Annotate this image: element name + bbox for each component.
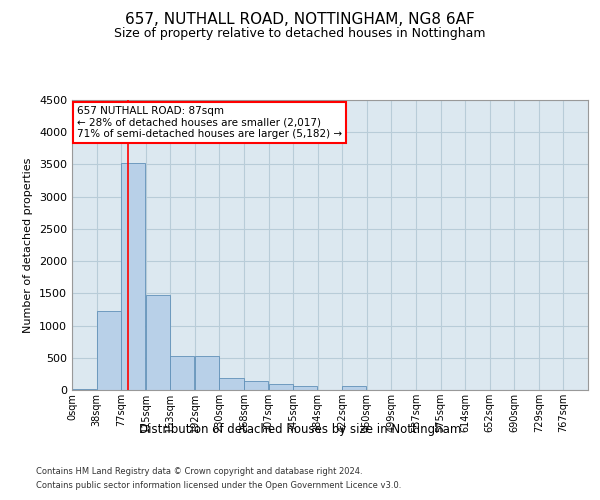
Text: Size of property relative to detached houses in Nottingham: Size of property relative to detached ho… bbox=[114, 28, 486, 40]
Bar bbox=[220, 378, 244, 390]
Bar bbox=[121, 162, 145, 390]
Text: Distribution of detached houses by size in Nottingham: Distribution of detached houses by size … bbox=[139, 422, 461, 436]
Bar bbox=[293, 386, 317, 390]
Bar bbox=[195, 356, 219, 390]
Y-axis label: Number of detached properties: Number of detached properties bbox=[23, 158, 34, 332]
Bar bbox=[97, 310, 121, 390]
Text: Contains HM Land Registry data © Crown copyright and database right 2024.: Contains HM Land Registry data © Crown c… bbox=[36, 468, 362, 476]
Text: 657, NUTHALL ROAD, NOTTINGHAM, NG8 6AF: 657, NUTHALL ROAD, NOTTINGHAM, NG8 6AF bbox=[125, 12, 475, 28]
Bar bbox=[269, 384, 293, 390]
Bar bbox=[170, 356, 194, 390]
Bar bbox=[146, 296, 170, 390]
Bar bbox=[244, 381, 268, 390]
Text: 657 NUTHALL ROAD: 87sqm
← 28% of detached houses are smaller (2,017)
71% of semi: 657 NUTHALL ROAD: 87sqm ← 28% of detache… bbox=[77, 106, 342, 139]
Text: Contains public sector information licensed under the Open Government Licence v3: Contains public sector information licen… bbox=[36, 481, 401, 490]
Bar bbox=[342, 386, 367, 390]
